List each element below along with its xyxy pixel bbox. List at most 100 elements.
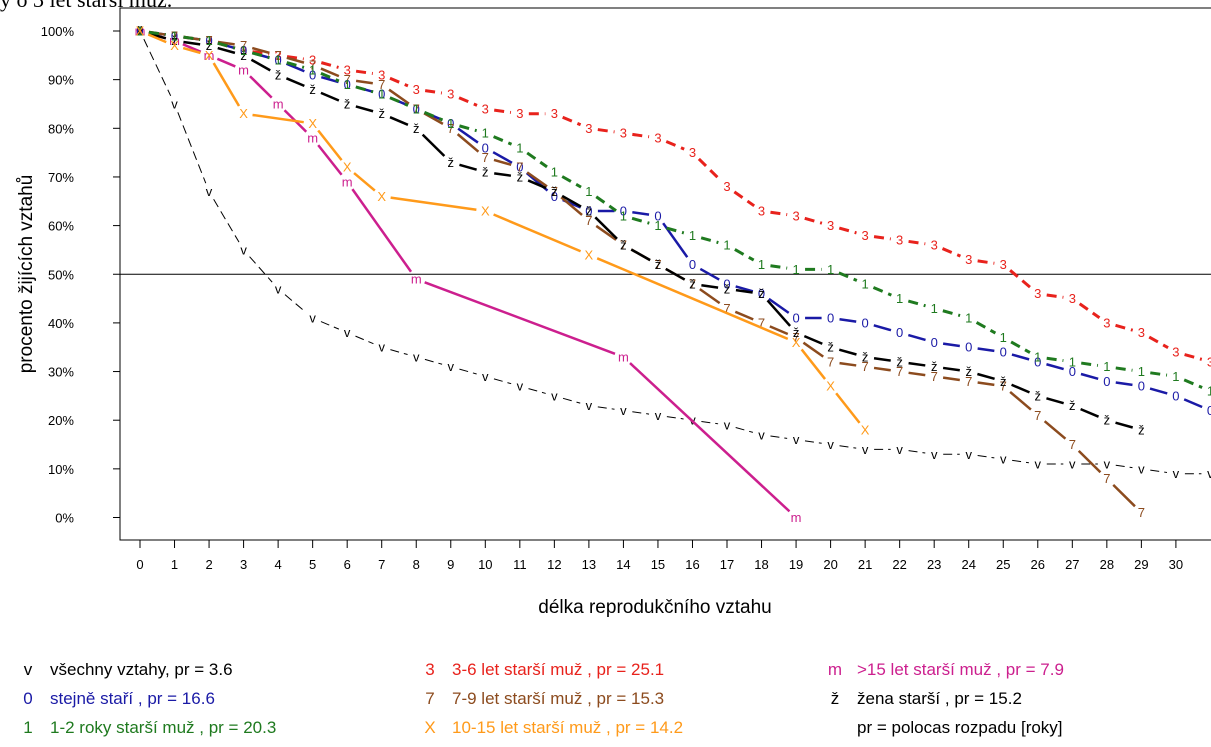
data-point-marker: 1 xyxy=(1000,330,1007,345)
series-line-segment xyxy=(389,116,409,126)
series-line-segment xyxy=(459,163,477,171)
legend: v všechny vztahy, pr = 3.6 0 stejně staří ,… xyxy=(23,660,1064,737)
series-line-segment xyxy=(1183,398,1203,409)
data-point-marker: ž xyxy=(482,165,489,180)
data-point-marker: ž xyxy=(309,82,316,97)
series-line-segment xyxy=(456,133,480,153)
series-line-segment xyxy=(1148,335,1169,349)
data-point-marker: 1 xyxy=(931,301,938,316)
series-line-segment xyxy=(217,46,236,55)
data-point-marker: m xyxy=(791,510,802,525)
series-line-segment xyxy=(355,105,374,113)
data-point-marker: 7 xyxy=(620,238,627,253)
data-point-marker: ž xyxy=(1000,374,1007,389)
x-tick-label: 1 xyxy=(171,557,178,572)
data-point-marker: 7 xyxy=(723,301,730,316)
data-point-marker: ž xyxy=(413,121,420,136)
series-line-segment xyxy=(458,96,478,107)
series-line-segment xyxy=(595,195,617,212)
series-line-segment xyxy=(286,61,305,69)
data-point-marker: 0 xyxy=(965,340,972,355)
series-line-segment xyxy=(632,211,650,216)
data-point-marker: 1 xyxy=(1034,349,1041,364)
data-point-marker: 7 xyxy=(275,48,282,63)
data-point-marker: v xyxy=(206,184,213,199)
series-line-segment xyxy=(803,334,823,345)
series-line-segment xyxy=(700,236,719,245)
data-point-marker: 3 xyxy=(1000,257,1007,272)
x-axis-title: délka reprodukčního vztahu xyxy=(538,597,771,618)
data-point-marker: 1 xyxy=(862,276,869,291)
x-tick-label: 5 xyxy=(309,557,316,572)
series-line-segment xyxy=(250,58,271,72)
series-line-segment xyxy=(493,378,512,385)
x-tick-label: 26 xyxy=(1031,557,1045,572)
series-line-segment xyxy=(212,62,241,107)
data-point-marker: 1 xyxy=(482,126,489,141)
data-point-marker: X xyxy=(308,116,317,131)
data-point-marker: ž xyxy=(689,276,696,291)
series-line-segment xyxy=(286,56,305,64)
data-point-marker: 3 xyxy=(171,28,178,43)
series-line-segment xyxy=(1046,363,1064,371)
series-line-segment xyxy=(1012,459,1029,464)
data-point-marker: ž xyxy=(137,24,144,39)
data-point-marker: 0 xyxy=(620,204,627,219)
data-point-marker: m xyxy=(411,272,422,287)
series-line-segment xyxy=(594,216,618,240)
series-line-segment xyxy=(1011,353,1030,361)
series-line-segment xyxy=(632,132,650,139)
series-line-segment xyxy=(908,371,926,377)
series-line-segment xyxy=(217,40,235,46)
series-line-segment xyxy=(217,41,236,50)
data-point-marker: v xyxy=(965,447,972,462)
series-line-segment xyxy=(699,288,721,305)
data-point-marker: v xyxy=(1000,452,1007,467)
series-line-segment xyxy=(942,342,960,348)
series-line-segment xyxy=(768,297,790,314)
data-point-marker: v xyxy=(378,340,385,355)
data-point-marker: 0 xyxy=(1138,379,1145,394)
series-line-segment xyxy=(597,128,615,134)
data-point-marker: ž xyxy=(862,349,869,364)
data-point-marker: 1 xyxy=(240,43,247,58)
data-point-marker: 0 xyxy=(1000,345,1007,360)
y-tick-label: 70% xyxy=(48,170,74,185)
data-point-marker: 3 xyxy=(551,106,558,121)
series-line-segment xyxy=(562,115,582,127)
data-point-marker: 3 xyxy=(136,24,143,39)
data-point-marker: 3 xyxy=(482,101,489,116)
legend-label: 1-2 roky starší muž , pr = 20.3 xyxy=(50,718,276,737)
data-point-marker: 7 xyxy=(792,330,799,345)
series-line-segment xyxy=(1081,361,1099,367)
series-line-segment xyxy=(975,321,997,335)
axes-layer: 0%10%20%30%40%50%60%70%80%90%100%0 1 2 3 4 5 6… xyxy=(41,24,1183,572)
series-line-segment xyxy=(734,248,755,262)
series-line-segment xyxy=(770,435,788,439)
data-point-marker: v xyxy=(1035,456,1042,471)
series-line-segment xyxy=(177,112,207,184)
legend-label: 10-15 let starší muž , pr = 14.2 xyxy=(452,718,683,737)
series-line-segment xyxy=(701,283,719,289)
data-point-marker: 7 xyxy=(689,276,696,291)
series-line-segment xyxy=(320,72,340,83)
data-point-marker: 1 xyxy=(965,311,972,326)
legend-marker: 3 xyxy=(425,660,434,679)
data-point-marker: v xyxy=(1207,466,1211,481)
data-point-marker: m xyxy=(169,33,180,48)
data-point-marker: v xyxy=(862,442,869,457)
series-line-segment xyxy=(528,388,546,394)
data-point-marker: 1 xyxy=(344,77,351,92)
series-line-segment xyxy=(1080,407,1100,418)
series-line-segment xyxy=(701,420,719,425)
series-line-segment xyxy=(353,172,376,192)
data-point-marker: 0 xyxy=(171,28,178,43)
data-point-marker: 1 xyxy=(1069,354,1076,369)
data-point-marker: v xyxy=(586,398,593,413)
series-line-segment xyxy=(838,348,857,356)
data-point-marker: 0 xyxy=(1207,403,1211,418)
data-point-marker: X xyxy=(481,204,490,219)
data-point-marker: 3 xyxy=(620,126,627,141)
data-point-marker: 3 xyxy=(205,33,212,48)
series-line-segment xyxy=(494,108,512,114)
